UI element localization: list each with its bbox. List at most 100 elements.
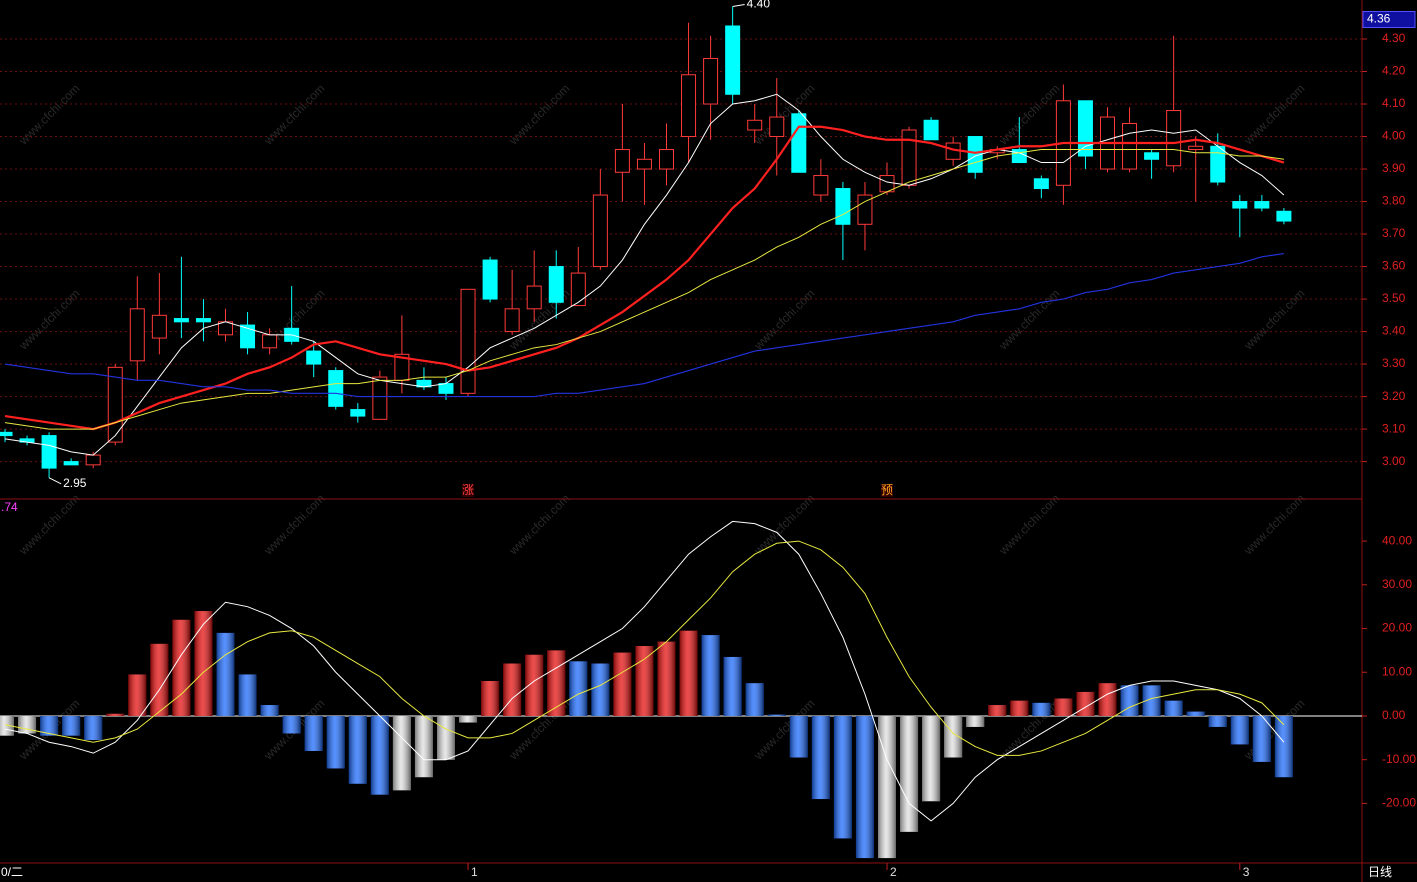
candle-body xyxy=(372,376,388,420)
macd-bar-shade xyxy=(348,715,367,784)
macd-bar-shade xyxy=(1186,711,1205,716)
indicator-line xyxy=(4,520,1285,822)
indicator-line xyxy=(4,125,1285,431)
candle-body xyxy=(438,383,454,394)
period-label: 1 xyxy=(471,865,478,879)
macd-bar-shade xyxy=(944,715,963,758)
candle-body xyxy=(85,454,101,466)
period-label: 2 xyxy=(890,865,897,879)
macd-bar-shade xyxy=(789,715,808,758)
macd-bar-shade xyxy=(547,650,566,716)
macd-bar-shade xyxy=(40,715,59,736)
y-tick-label: 20.00 xyxy=(1382,621,1412,635)
candle-body xyxy=(1276,210,1292,222)
macd-bar-shade xyxy=(326,715,345,769)
macd-bar-shade xyxy=(84,715,103,741)
macd-bar-shade xyxy=(966,715,985,727)
macd-bar-shade xyxy=(1010,700,1029,716)
macd-bar-shade xyxy=(150,643,169,716)
candle-body xyxy=(813,175,829,196)
indicator-line xyxy=(4,252,1284,398)
annotation-arrow xyxy=(48,477,62,485)
candle-body xyxy=(526,285,542,310)
macd-bar-shade xyxy=(1120,685,1139,716)
candle-body xyxy=(901,129,917,186)
macd-bar-shade xyxy=(216,632,235,716)
macd-bar-shade xyxy=(635,646,654,716)
y-tick-label: 10.00 xyxy=(1382,664,1412,678)
candle-body xyxy=(306,350,322,365)
candle-body xyxy=(1011,149,1027,164)
candle-body xyxy=(1232,201,1248,209)
y-tick-label: 3.90 xyxy=(1382,161,1406,175)
candle-body xyxy=(636,158,652,170)
macd-bar-shade xyxy=(414,715,433,778)
y-tick-label: -10.00 xyxy=(1382,752,1416,766)
macd-bar-shade xyxy=(701,635,720,716)
candle-body xyxy=(791,113,807,173)
candle-body xyxy=(173,318,189,323)
macd-bar-shade xyxy=(459,715,478,723)
y-tick-label: 4.20 xyxy=(1382,64,1406,78)
macd-bar-shade xyxy=(1032,702,1051,716)
macd-corner-label: .74 xyxy=(1,500,18,514)
candle-body xyxy=(195,318,211,323)
candle-body xyxy=(460,288,476,394)
macd-bar-shade xyxy=(922,715,941,802)
macd-bar-shade xyxy=(1164,700,1183,716)
macd-bar-shade xyxy=(878,715,896,859)
candle-body xyxy=(151,314,167,339)
y-tick-label: 4.10 xyxy=(1382,96,1406,110)
macd-bar-shade xyxy=(481,681,500,716)
macd-bar-shade xyxy=(392,715,411,791)
indicator-line xyxy=(4,93,1285,456)
candle-body xyxy=(1122,123,1138,170)
y-tick-label: 4.30 xyxy=(1382,31,1406,45)
y-tick-label: 3.00 xyxy=(1382,454,1406,468)
macd-bar-shade xyxy=(62,715,81,736)
candle-body xyxy=(0,431,13,437)
macd-bar-shade xyxy=(900,715,919,832)
candle-body xyxy=(659,149,674,170)
candle-body xyxy=(592,194,608,268)
macd-bar-shade xyxy=(1274,715,1293,778)
macd-bar-shade xyxy=(811,715,830,800)
macd-bar-shade xyxy=(855,715,874,859)
candle-body xyxy=(262,334,278,349)
macd-bar-shade xyxy=(18,715,37,734)
indicator-line xyxy=(4,540,1285,756)
macd-bar-shade xyxy=(370,715,389,795)
y-tick-label: 3.30 xyxy=(1382,356,1406,370)
macd-bar-shade xyxy=(1054,698,1073,716)
candle-body xyxy=(769,116,785,138)
signal-marker-bg xyxy=(881,484,893,497)
candle-body xyxy=(1254,201,1270,209)
macd-bar-shade xyxy=(745,683,764,716)
y-tick-label: 30.00 xyxy=(1382,577,1412,591)
macd-bar-shade xyxy=(1208,715,1227,727)
macd-bar-shade xyxy=(988,705,1007,716)
candle-body xyxy=(835,188,851,225)
signal-marker-bg xyxy=(462,484,475,497)
indicator-line xyxy=(4,149,1284,430)
macd-bar-shade xyxy=(1230,715,1249,745)
y-tick-label: 3.40 xyxy=(1382,324,1406,338)
candle-body xyxy=(1033,178,1049,190)
macd-bar-shade xyxy=(437,715,455,760)
macd-bar-shade xyxy=(128,674,147,716)
macd-bar-shade xyxy=(1252,715,1271,762)
y-tick-label: 3.60 xyxy=(1382,259,1406,273)
candle-body xyxy=(1077,100,1093,157)
y-tick-label: -20.00 xyxy=(1382,796,1416,810)
candle-body xyxy=(1188,145,1204,151)
macd-bar-shade xyxy=(525,654,544,716)
candle-body xyxy=(1144,152,1160,160)
candle-body xyxy=(703,58,719,105)
candle-body xyxy=(328,370,344,407)
y-tick-label: 0.00 xyxy=(1382,708,1406,722)
candle-body xyxy=(129,308,145,362)
period-label: 3 xyxy=(1243,865,1250,879)
candle-body xyxy=(240,324,256,349)
